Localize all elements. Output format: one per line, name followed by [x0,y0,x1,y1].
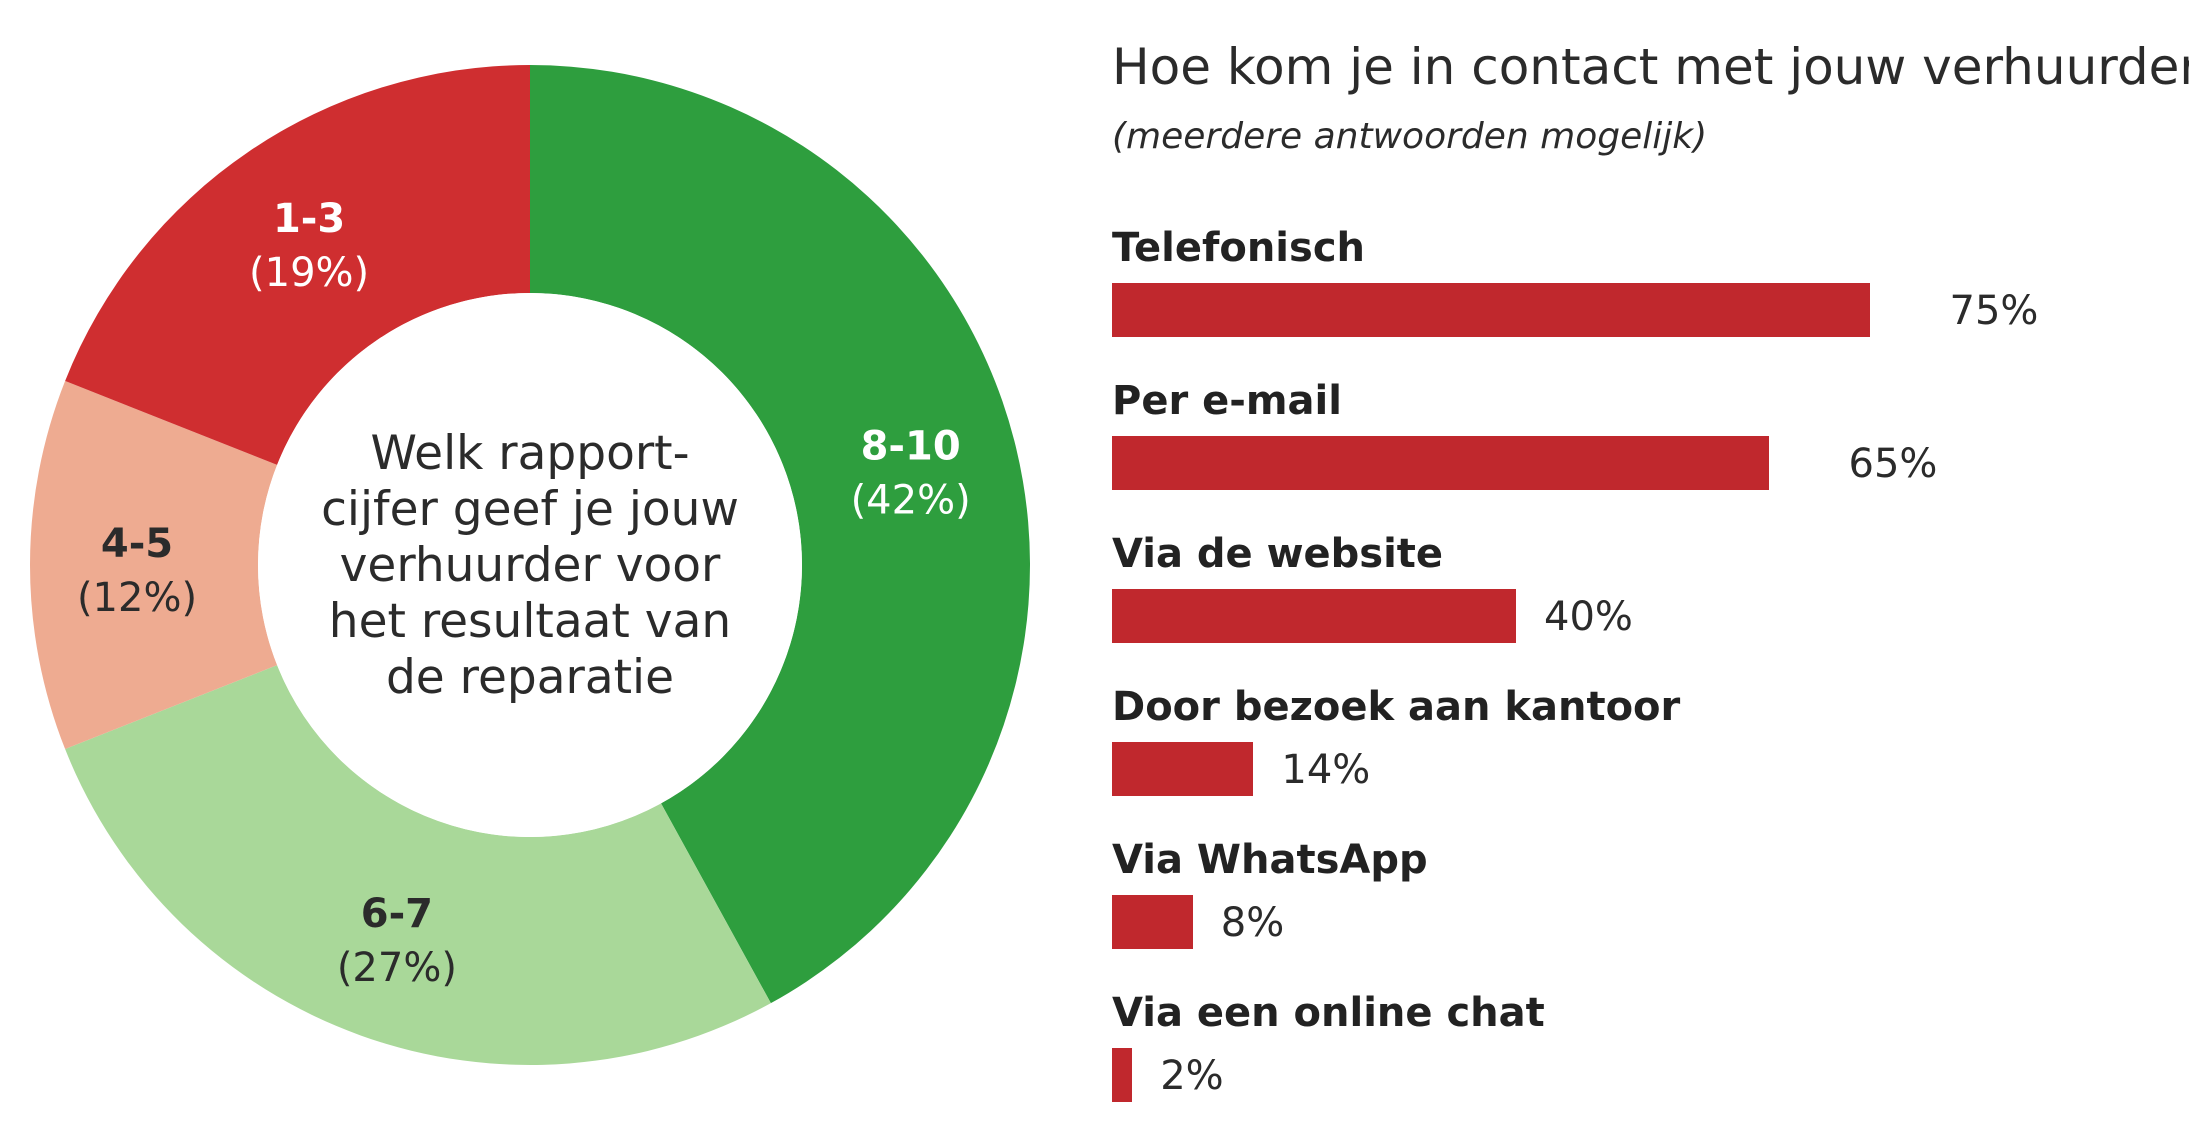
donut-center-line: het resultaat van [329,594,731,649]
bar-row: Per e-mail 65% [1112,378,2152,498]
bar-category-label: Via een online chat [1112,990,1545,1036]
bar-value-label: 8% [1220,900,1285,946]
donut-slices [29,65,1030,1065]
donut-center-title: Welk rapport-cijfer geef je jouw verhuurd… [321,426,739,705]
donut-slice-labels: 8-10 (42%) 6-7 (27%) 4-5 (12%) 1-3 (19%) [77,196,971,991]
donut-slice-label-6-7: 6-7 (27%) [337,891,457,991]
bar-value-label: 40% [1544,594,1633,640]
bar-chart-subtitle: (meerdere antwoorden mogelijk) [1112,116,1708,157]
bar-category-label: Via WhatsApp [1112,837,1428,883]
bar-row: Via WhatsApp 8% [1112,837,2152,957]
donut-slice-6-7 [65,665,771,1065]
bar-chart: Hoe kom je in contact met jouw verhuurde… [1112,30,2189,1130]
bar-row: Door bezoek aan kantoor 14% [1112,684,2152,804]
bar-category-label: Telefonisch [1112,225,1366,271]
donut-hole [258,293,802,837]
bar [1112,589,1516,643]
bar [1112,283,1870,337]
donut-center-line: cijfer geef je jouw [321,482,739,537]
bar-value-label: 14% [1281,747,1371,793]
donut-center-line: Welk rapport- [370,426,689,481]
bar-value-label: 2% [1160,1053,1224,1099]
donut-center-line: verhuurder voor [340,538,721,593]
donut-chart: 8-10 (42%) 6-7 (27%) 4-5 (12%) 1-3 (19%) Welk r… [29,65,1030,1065]
bar-value-label: 75% [1949,288,2039,334]
donut-slice-label-8-10: 8-10 (42%) [851,423,971,523]
bar [1112,436,1769,490]
bar-row: Via een online chat 2% [1112,990,2152,1110]
bar-row: Via de website 40% [1112,531,2152,651]
donut-slice-4-5 [29,380,278,750]
bar [1112,742,1254,796]
bar-category-label: Per e-mail [1112,378,1342,424]
bar-row: Telefonisch 75% [1112,225,2152,345]
donut-slice-1-3 [65,65,530,465]
donut-slice-8-10 [530,65,1030,1004]
bar-category-label: Via de website [1112,531,1444,577]
bar-value-label: 65% [1848,441,1938,487]
bar [1112,1048,1133,1102]
bar-chart-title: Hoe kom je in contact met jouw verhuurde… [1112,38,2189,96]
bar-category-label: Door bezoek aan kantoor [1112,684,1681,730]
bar [1112,895,1193,949]
donut-center-line: de reparatie [386,650,674,705]
donut-slice-label-1-3: 1-3 (19%) [249,196,369,296]
donut-slice-label-4-5: 4-5 (12%) [77,521,197,621]
